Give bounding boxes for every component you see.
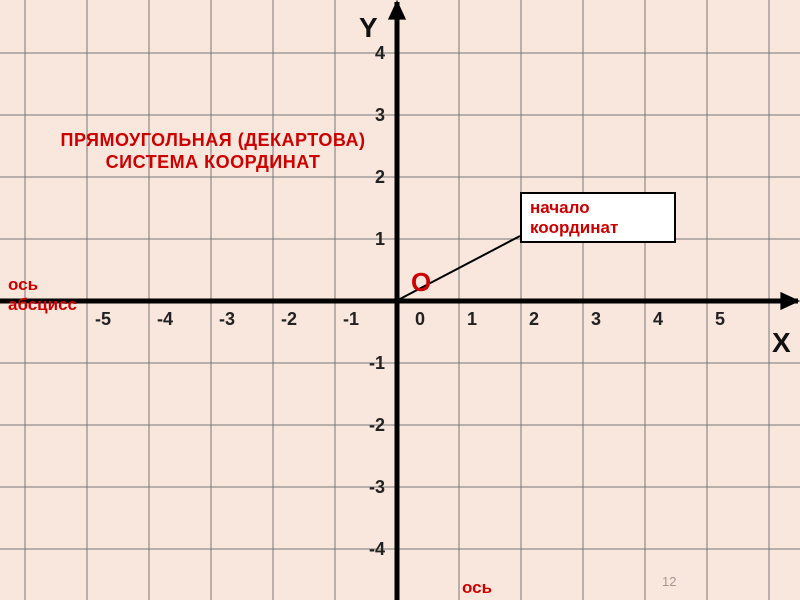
svg-text:-2: -2 xyxy=(369,415,385,435)
callout-l1: начало xyxy=(530,198,590,217)
x-axis-name: ось абсцисс xyxy=(8,275,77,314)
x-axis-name-l2: абсцисс xyxy=(8,295,77,314)
origin-label: O xyxy=(411,267,431,298)
svg-text:-3: -3 xyxy=(219,309,235,329)
page-number: 12 xyxy=(662,574,676,589)
svg-text:3: 3 xyxy=(375,105,385,125)
svg-text:-4: -4 xyxy=(157,309,173,329)
coordinate-plane-figure: -5-4-3-2-1012345-4-3-2-11234 ПРЯМОУГОЛЬН… xyxy=(0,0,800,600)
title-line2: СИСТЕМА КООРДИНАТ xyxy=(106,152,321,172)
svg-text:3: 3 xyxy=(591,309,601,329)
y-axis-name: ось xyxy=(462,578,492,598)
y-axis-name-text: ось xyxy=(462,578,492,597)
plane-svg: -5-4-3-2-1012345-4-3-2-11234 xyxy=(0,0,800,600)
svg-text:4: 4 xyxy=(375,43,385,63)
svg-text:2: 2 xyxy=(529,309,539,329)
svg-text:-2: -2 xyxy=(281,309,297,329)
callout-l2: координат xyxy=(530,218,618,237)
svg-text:-5: -5 xyxy=(95,309,111,329)
x-axis-letter: X xyxy=(772,327,791,359)
svg-text:-1: -1 xyxy=(343,309,359,329)
svg-text:-3: -3 xyxy=(369,477,385,497)
title-line1: ПРЯМОУГОЛЬНАЯ (ДЕКАРТОВА) xyxy=(61,130,366,150)
svg-text:1: 1 xyxy=(375,229,385,249)
y-axis-letter: Y xyxy=(359,12,378,44)
svg-text:5: 5 xyxy=(715,309,725,329)
svg-text:-1: -1 xyxy=(369,353,385,373)
svg-text:4: 4 xyxy=(653,309,663,329)
figure-title: ПРЯМОУГОЛЬНАЯ (ДЕКАРТОВА) СИСТЕМА КООРДИ… xyxy=(28,130,398,173)
x-axis-name-l1: ось xyxy=(8,275,38,294)
svg-text:0: 0 xyxy=(415,309,425,329)
svg-text:-4: -4 xyxy=(369,539,385,559)
origin-callout: начало координат xyxy=(520,192,676,243)
svg-text:1: 1 xyxy=(467,309,477,329)
